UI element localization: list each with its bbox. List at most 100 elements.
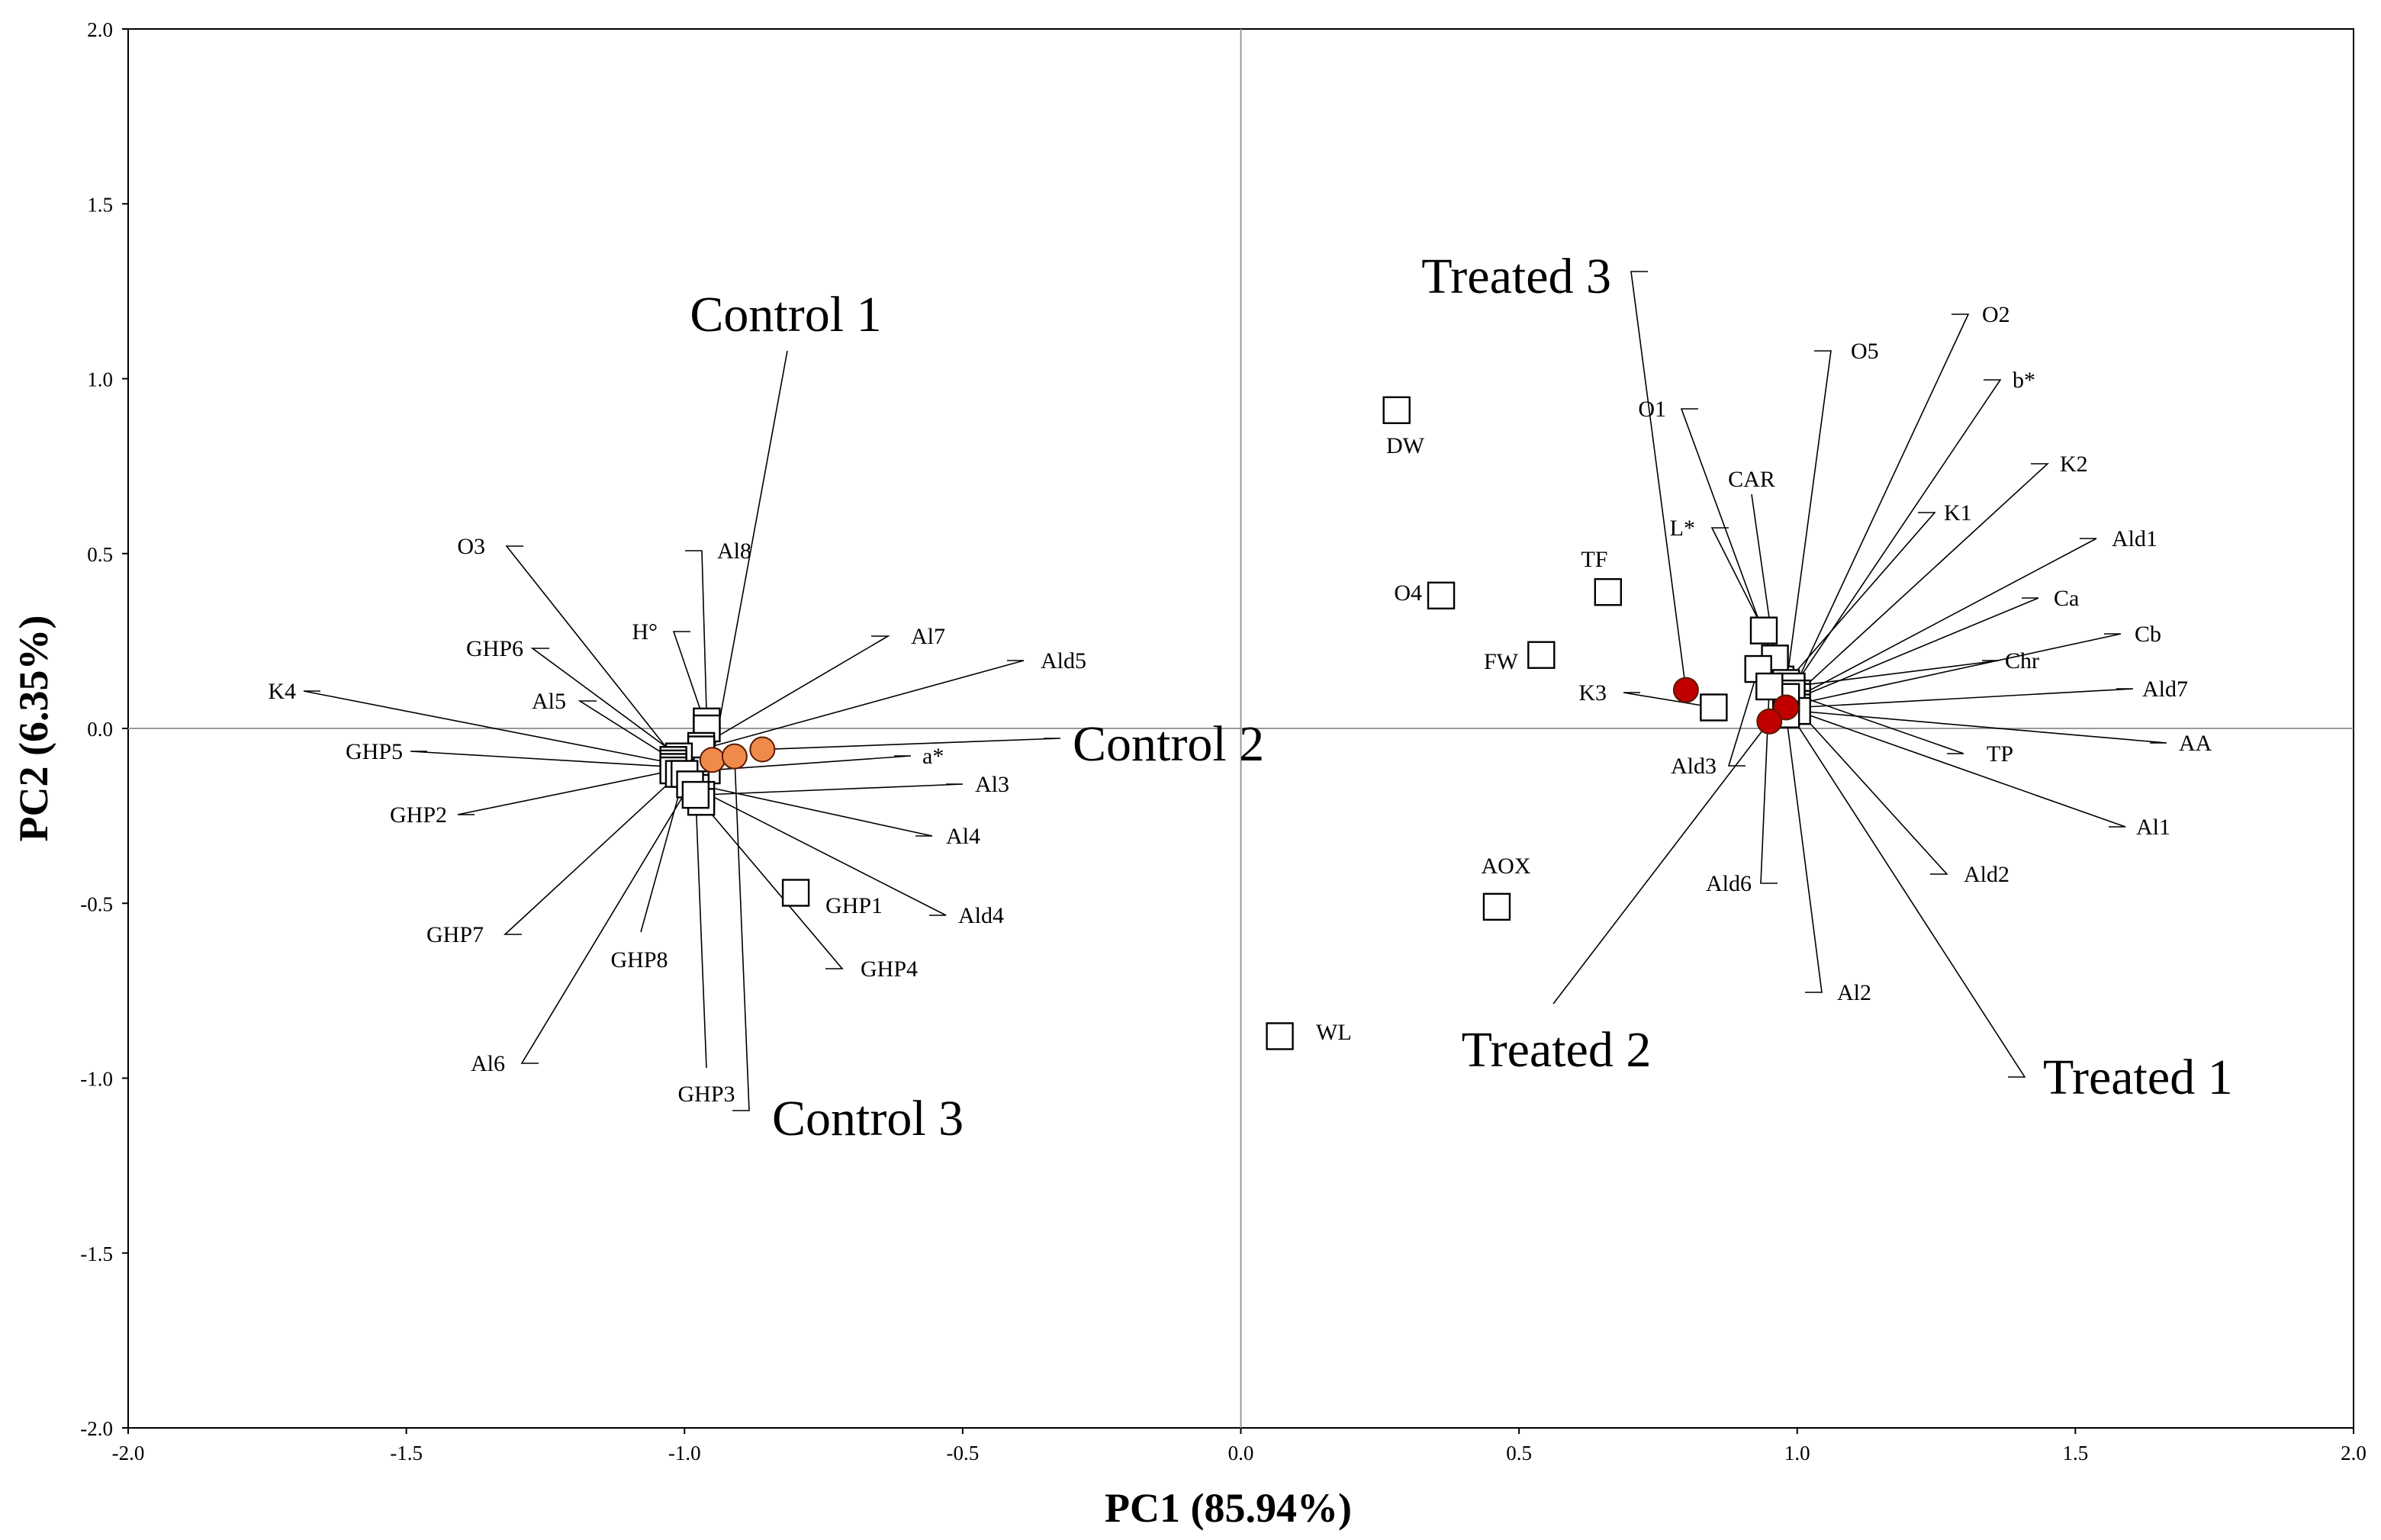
label-ghp4: GHP4 xyxy=(861,956,918,982)
label-h: H° xyxy=(632,619,658,645)
label-a: a* xyxy=(922,744,944,769)
y-tick-label: -0.5 xyxy=(80,892,113,915)
label-ald6: Ald6 xyxy=(1706,871,1752,896)
label-l: L* xyxy=(1670,516,1695,541)
leader-line-al5 xyxy=(578,700,674,760)
point-tf xyxy=(1594,577,1623,606)
leader-line-treated-1 xyxy=(1785,707,2026,1078)
leader-line-control-3 xyxy=(732,756,750,1111)
leader-line-a xyxy=(706,755,912,771)
y-tick-label: -2.0 xyxy=(80,1417,113,1440)
label-ghp2: GHP2 xyxy=(390,802,447,828)
label-tf: TF xyxy=(1581,547,1607,572)
leader-line-al7 xyxy=(700,635,890,747)
leader-line-treated-2 xyxy=(1552,721,1770,1005)
leader-line-tp xyxy=(1791,693,1964,754)
x-tick-label: 1.5 xyxy=(2063,1442,2089,1464)
leader-line-ald2 xyxy=(1785,696,1948,875)
label-ald2: Ald2 xyxy=(1964,862,2009,887)
leader-line-al2 xyxy=(1785,714,1823,993)
leader-line-h xyxy=(672,631,708,729)
x-tick-label: -1.0 xyxy=(668,1442,701,1464)
label-ald4: Ald4 xyxy=(958,903,1004,928)
leader-line-ca xyxy=(1791,597,2039,702)
point-o4 xyxy=(1427,581,1456,609)
leader-line-k4 xyxy=(303,690,674,764)
label-treated-3: Treated 3 xyxy=(1421,249,1611,304)
label-car: CAR xyxy=(1728,467,1775,492)
label-chr: Chr xyxy=(2005,648,2039,674)
label-ghp7: GHP7 xyxy=(426,922,484,947)
leader-line-ald6 xyxy=(1760,686,1778,884)
point-fw xyxy=(1527,641,1556,669)
leader-line-ald5 xyxy=(700,660,1025,751)
leader-line-al6 xyxy=(520,783,691,1064)
label-al5: Al5 xyxy=(532,689,566,714)
label-cb: Cb xyxy=(2135,622,2161,647)
leader-line-l xyxy=(1710,527,1765,631)
leader-line-ghp3 xyxy=(695,795,707,1069)
x-tick-label: -2.0 xyxy=(112,1442,145,1464)
label-ghp1: GHP1 xyxy=(825,893,883,918)
y-tick-label: 2.0 xyxy=(87,18,113,41)
y-tick-label: -1.5 xyxy=(80,1243,113,1265)
label-control-3: Control 3 xyxy=(772,1091,964,1146)
label-b: b* xyxy=(2013,368,2035,393)
point-treated-2 xyxy=(1756,708,1783,735)
leader-line-ald3 xyxy=(1727,668,1759,767)
point-l xyxy=(1749,616,1778,645)
label-o2: O2 xyxy=(1982,302,2010,327)
leader-line-o5 xyxy=(1785,350,1832,687)
label-ald1: Ald1 xyxy=(2112,526,2157,551)
point-control-2 xyxy=(749,736,776,763)
label-treated-1: Treated 1 xyxy=(2043,1050,2233,1105)
leader-line-aa xyxy=(1797,710,2167,744)
label-ca: Ca xyxy=(2054,586,2079,611)
label-o3: O3 xyxy=(457,534,485,559)
leader-line-ghp6 xyxy=(530,648,680,757)
leader-line-al4 xyxy=(695,783,933,837)
label-ghp8: GHP8 xyxy=(610,947,668,973)
point-ghp1 xyxy=(781,879,810,907)
label-al3: Al3 xyxy=(975,772,1009,797)
leader-line-o1 xyxy=(1680,408,1781,680)
point-wl xyxy=(1266,1022,1294,1050)
data-points xyxy=(659,396,1811,1050)
y-tick-label: 1.0 xyxy=(87,368,113,391)
label-wl: WL xyxy=(1316,1020,1352,1045)
leader-line-b xyxy=(1791,379,2002,691)
label-k3: K3 xyxy=(1578,680,1607,706)
leader-line-k2 xyxy=(1797,463,2050,694)
y-tick-label: 1.5 xyxy=(87,193,113,216)
label-k4: K4 xyxy=(268,679,296,704)
label-o1: O1 xyxy=(1638,397,1666,422)
point-dw xyxy=(1382,396,1411,424)
leader-line-o2 xyxy=(1791,313,1970,694)
label-k1: K1 xyxy=(1944,500,1972,526)
leader-line-al1 xyxy=(1797,710,2126,828)
label-al2: Al2 xyxy=(1837,980,1871,1005)
leader-lines xyxy=(303,271,2167,1111)
label-al6: Al6 xyxy=(471,1051,505,1076)
label-al1: Al1 xyxy=(2136,815,2170,840)
leader-line-al3 xyxy=(701,783,964,796)
point-ald6 xyxy=(1755,672,1784,701)
leader-line-control-2 xyxy=(762,738,1061,751)
point-aox xyxy=(1482,892,1511,921)
x-tick-label: 2.0 xyxy=(2341,1442,2367,1464)
y-axis-ticks: -2.0 -1.5 -1.0 -0.5 0.0 0.5 1.0 1.5 2.0 xyxy=(80,18,128,1440)
leader-line-ghp8 xyxy=(640,773,686,933)
y-tick-label: 0.0 xyxy=(87,718,113,741)
label-dw: DW xyxy=(1386,433,1425,458)
leader-line-ghp5 xyxy=(410,751,674,768)
leader-line-cb xyxy=(1797,633,2122,705)
label-o5: O5 xyxy=(1851,339,1879,364)
label-control-1: Control 1 xyxy=(690,287,881,342)
leader-line-ald7 xyxy=(1797,688,2134,709)
x-tick-label: -0.5 xyxy=(947,1442,980,1464)
x-tick-label: 0.0 xyxy=(1228,1442,1254,1464)
label-control-2: Control 2 xyxy=(1073,716,1264,772)
label-al7: Al7 xyxy=(911,624,945,649)
leader-line-ald4 xyxy=(695,787,947,916)
x-tick-label: 0.5 xyxy=(1506,1442,1532,1464)
